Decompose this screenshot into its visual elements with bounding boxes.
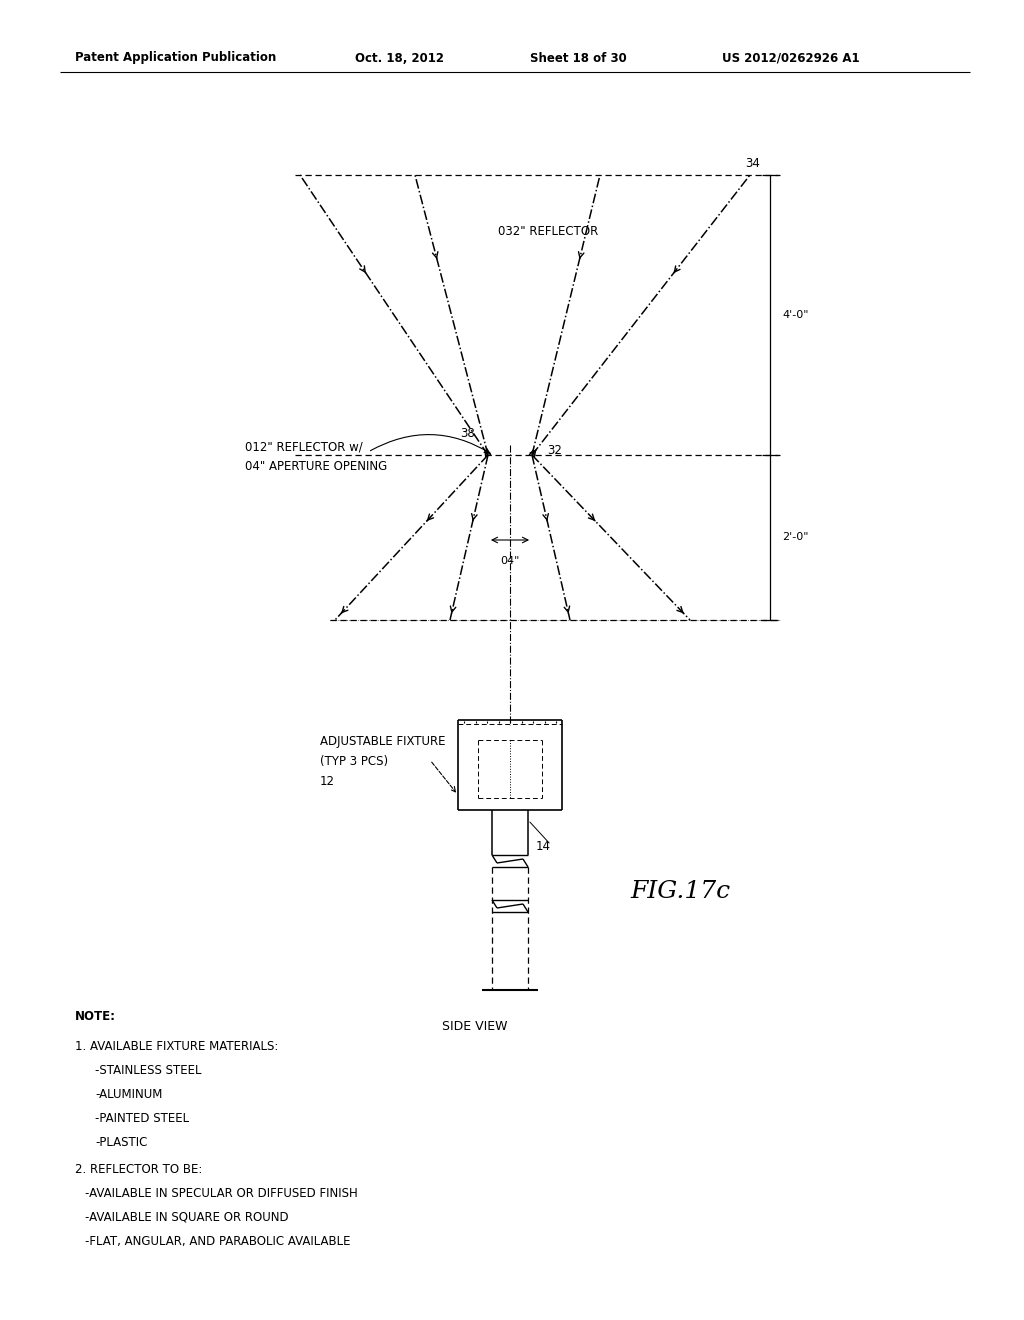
Text: Sheet 18 of 30: Sheet 18 of 30	[530, 51, 627, 65]
Text: FIG.17c: FIG.17c	[630, 880, 730, 903]
Text: 38: 38	[460, 426, 475, 440]
Text: -PAINTED STEEL: -PAINTED STEEL	[95, 1111, 189, 1125]
Text: -AVAILABLE IN SQUARE OR ROUND: -AVAILABLE IN SQUARE OR ROUND	[85, 1210, 289, 1224]
Text: -ALUMINUM: -ALUMINUM	[95, 1088, 163, 1101]
Text: -PLASTIC: -PLASTIC	[95, 1137, 147, 1148]
Text: 04" APERTURE OPENING: 04" APERTURE OPENING	[245, 459, 387, 473]
Text: 032" REFLECTOR: 032" REFLECTOR	[498, 224, 598, 238]
Text: 012" REFLECTOR w/: 012" REFLECTOR w/	[245, 440, 362, 453]
Text: -STAINLESS STEEL: -STAINLESS STEEL	[95, 1064, 202, 1077]
Text: 14: 14	[536, 840, 551, 853]
Text: Patent Application Publication: Patent Application Publication	[75, 51, 276, 65]
Text: 12: 12	[319, 775, 335, 788]
Text: 2. REFLECTOR TO BE:: 2. REFLECTOR TO BE:	[75, 1163, 203, 1176]
Text: 1. AVAILABLE FIXTURE MATERIALS:: 1. AVAILABLE FIXTURE MATERIALS:	[75, 1040, 279, 1053]
Text: 32: 32	[547, 444, 562, 457]
Text: SIDE VIEW: SIDE VIEW	[442, 1020, 508, 1034]
Text: 4'-0": 4'-0"	[782, 310, 809, 319]
Text: US 2012/0262926 A1: US 2012/0262926 A1	[722, 51, 859, 65]
Text: (TYP 3 PCS): (TYP 3 PCS)	[319, 755, 388, 768]
Text: ADJUSTABLE FIXTURE: ADJUSTABLE FIXTURE	[319, 735, 445, 748]
Text: 2'-0": 2'-0"	[782, 532, 809, 543]
Text: Oct. 18, 2012: Oct. 18, 2012	[355, 51, 444, 65]
Text: NOTE:: NOTE:	[75, 1010, 116, 1023]
Text: 04": 04"	[501, 556, 520, 566]
Text: -FLAT, ANGULAR, AND PARABOLIC AVAILABLE: -FLAT, ANGULAR, AND PARABOLIC AVAILABLE	[85, 1236, 350, 1247]
Text: 34: 34	[745, 157, 760, 170]
Text: -AVAILABLE IN SPECULAR OR DIFFUSED FINISH: -AVAILABLE IN SPECULAR OR DIFFUSED FINIS…	[85, 1187, 357, 1200]
